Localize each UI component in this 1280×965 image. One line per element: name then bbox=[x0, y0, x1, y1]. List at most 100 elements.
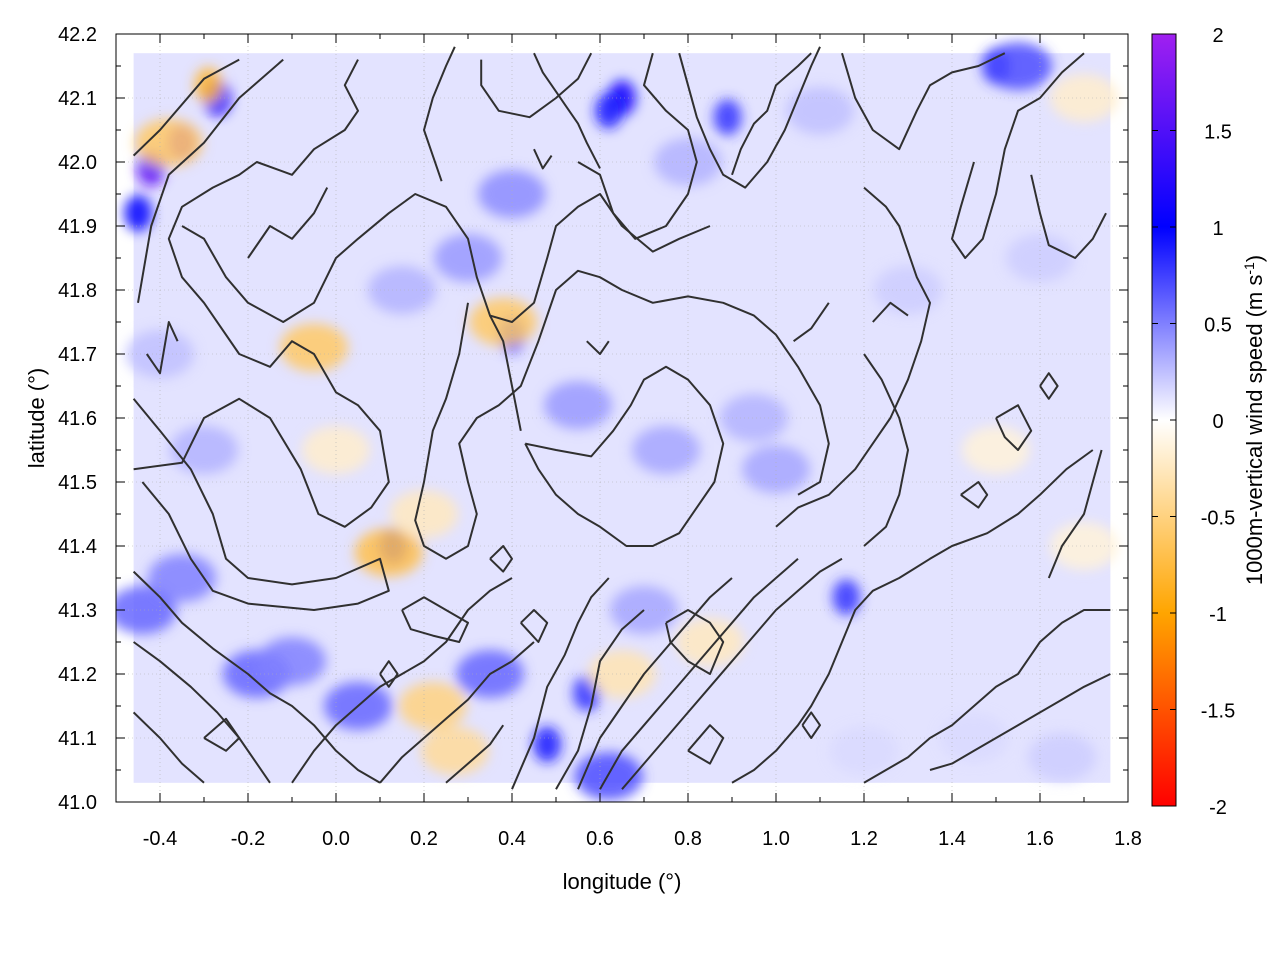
contour-line bbox=[489, 315, 522, 431]
contour-line bbox=[132, 570, 381, 784]
y-tick-label: 41.2 bbox=[58, 664, 97, 686]
heatmap-cell bbox=[368, 266, 436, 314]
heatmap-cell bbox=[720, 394, 788, 442]
y-axis-label: latitude (°) bbox=[24, 368, 49, 469]
contour-line bbox=[731, 449, 1094, 784]
x-tick-label: 1.6 bbox=[1026, 828, 1054, 850]
heatmap-cell bbox=[742, 445, 810, 494]
x-tick-label: 1.2 bbox=[850, 828, 878, 850]
contour-line bbox=[511, 577, 610, 790]
y-tick-label: 41.8 bbox=[58, 280, 97, 302]
contour-line bbox=[524, 365, 725, 547]
heatmap-cell bbox=[713, 99, 742, 136]
heatmap-field bbox=[116, 42, 1118, 801]
x-tick-label: 0.4 bbox=[498, 828, 526, 850]
contour-line bbox=[872, 301, 909, 323]
contour-line bbox=[132, 58, 240, 157]
contour-line bbox=[577, 577, 733, 790]
contour-line bbox=[489, 545, 513, 573]
contour-line bbox=[577, 52, 698, 240]
contour-line bbox=[621, 557, 843, 790]
heatmap-cell bbox=[148, 554, 216, 602]
contour-line bbox=[929, 673, 1111, 771]
contour-line bbox=[401, 596, 469, 643]
contour-line bbox=[995, 404, 1033, 451]
x-tick-label: 1.4 bbox=[938, 828, 966, 850]
contour-lines bbox=[132, 46, 1111, 790]
y-tick-label: 42.2 bbox=[58, 24, 97, 46]
contour-line bbox=[1030, 174, 1107, 259]
contour-line bbox=[533, 52, 601, 169]
contour-line bbox=[423, 46, 456, 182]
contour-line bbox=[555, 609, 645, 790]
colorbar-tick-label: 0 bbox=[1212, 411, 1223, 433]
x-tick-label: -0.2 bbox=[231, 828, 265, 850]
x-tick-label: 0.2 bbox=[410, 828, 438, 850]
heatmap-cell bbox=[398, 682, 467, 730]
contour-line bbox=[132, 711, 205, 784]
contour-line bbox=[133, 641, 271, 784]
contour-line bbox=[203, 717, 241, 752]
colorbar-tick-label: -1 bbox=[1209, 604, 1227, 626]
y-tick-label: 41.3 bbox=[58, 600, 97, 622]
heatmap-cell bbox=[533, 726, 562, 763]
y-tick-label: 41.9 bbox=[58, 216, 97, 238]
heatmap-cell bbox=[280, 323, 348, 372]
colorbar-tick-label: 0.5 bbox=[1204, 315, 1232, 337]
x-tick-label: 0.6 bbox=[586, 828, 614, 850]
contour-line bbox=[678, 46, 821, 189]
colorbar-ticks: 2 1.5 1 0.5 0 -0.5 -1 -1.5 -2 bbox=[1152, 25, 1235, 819]
colorbar-unit-exponent: -1 bbox=[1241, 262, 1257, 275]
contour-line bbox=[841, 52, 1006, 151]
y-tick-label: 41.1 bbox=[58, 728, 97, 750]
y-tick-label: 41.5 bbox=[58, 472, 97, 494]
contour-line bbox=[801, 711, 821, 739]
contour-line bbox=[960, 481, 989, 509]
contour-line bbox=[181, 193, 711, 323]
contour-line bbox=[445, 724, 505, 784]
y-tick-label: 42.0 bbox=[58, 152, 97, 174]
heatmap-cell bbox=[786, 86, 854, 135]
colorbar-tick-label: -1.5 bbox=[1201, 701, 1235, 723]
contour-line bbox=[665, 609, 725, 675]
contour-line bbox=[586, 340, 610, 355]
colorbar-tick-label: 1 bbox=[1212, 218, 1223, 240]
contour-line bbox=[379, 660, 399, 688]
heatmap-cell bbox=[469, 298, 538, 346]
heatmap-cell bbox=[594, 92, 623, 129]
heatmap-cell bbox=[832, 579, 861, 616]
contour-line bbox=[599, 558, 799, 790]
x-tick-label: 1.8 bbox=[1114, 828, 1142, 850]
y-tick-label: 41.6 bbox=[58, 408, 97, 430]
x-axis-ticks: -0.4 -0.2 0.0 0.2 0.4 0.6 0.8 1.0 1.2 1.4 1.6 1.8 bbox=[143, 34, 1142, 850]
contour-line bbox=[132, 398, 390, 611]
contour-line bbox=[480, 52, 593, 119]
y-tick-label: 41.7 bbox=[58, 344, 97, 366]
contour-line bbox=[1047, 449, 1103, 579]
contour-line bbox=[731, 52, 812, 176]
contour-line bbox=[137, 58, 284, 303]
contour-line bbox=[793, 302, 830, 343]
contour-line bbox=[951, 52, 1085, 259]
heatmap-cell bbox=[588, 650, 656, 698]
contour-line bbox=[775, 186, 931, 528]
heatmap-cell bbox=[574, 752, 643, 801]
heatmap-cell bbox=[940, 714, 1008, 762]
contour-line bbox=[687, 724, 725, 765]
heatmap-cell bbox=[544, 381, 612, 430]
heatmap-cell bbox=[434, 234, 502, 282]
grid-lines bbox=[116, 34, 1128, 802]
y-tick-label: 41.0 bbox=[58, 792, 97, 814]
x-tick-label: -0.4 bbox=[143, 828, 177, 850]
colorbar-label: 1000m-vertical wind speed (m s-1) bbox=[1241, 255, 1267, 585]
colorbar-unit-suffix: ) bbox=[1242, 255, 1267, 262]
contour-line bbox=[863, 353, 909, 547]
contour-line bbox=[247, 187, 329, 259]
heatmap-cell bbox=[134, 118, 203, 167]
heatmap-cell bbox=[420, 726, 489, 775]
x-tick-label: 0.8 bbox=[674, 828, 702, 850]
x-tick-label: 1.0 bbox=[762, 828, 790, 850]
heatmap-cell bbox=[170, 426, 238, 474]
contour-line bbox=[379, 641, 535, 784]
